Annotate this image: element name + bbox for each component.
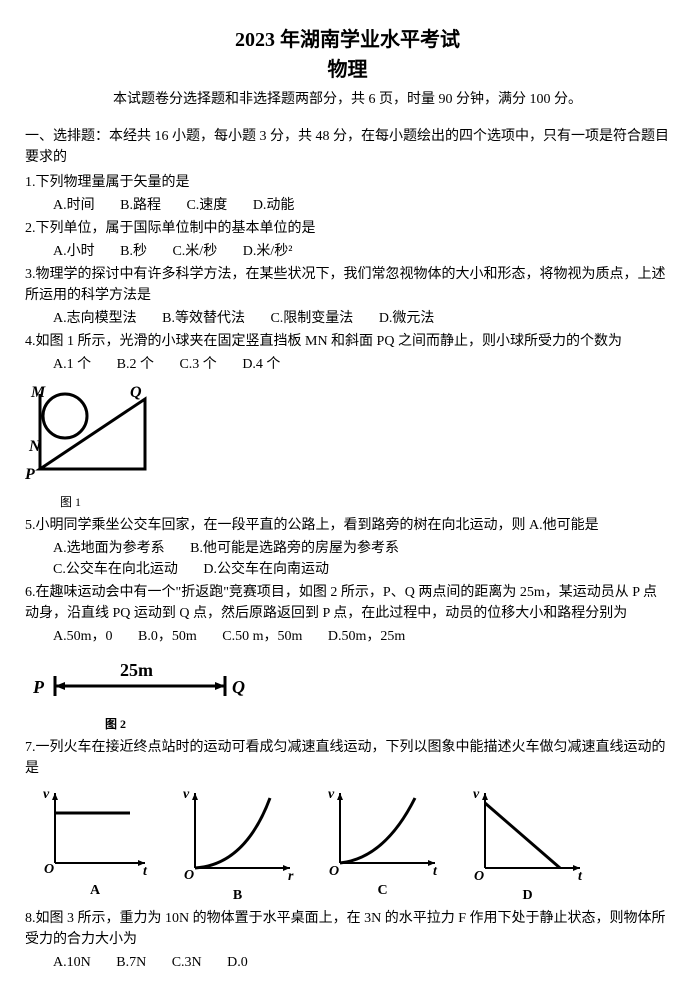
question-7: 7.一列火车在接近终点站时的运动可看成匀减速直线运动，下列以图象中能描述火车做匀… — [25, 737, 670, 779]
q3-opt-c: C.限制变量法 — [270, 308, 353, 329]
svg-text:25m: 25m — [120, 660, 153, 680]
q8-opt-a: A.10N — [53, 952, 91, 973]
q2-opt-c: C.米/秒 — [172, 241, 217, 262]
q2-opt-a: A.小时 — [53, 241, 95, 262]
svg-text:O: O — [329, 864, 339, 878]
question-1: 1.下列物理量属于矢量的是 — [25, 172, 670, 193]
figure-1: M N P Q 图 1 — [25, 379, 670, 511]
q5-opt-b: B.他可能是选路旁的房屋为参考系 — [190, 538, 399, 559]
q6-opt-d: D.50m，25m — [328, 626, 405, 647]
q1-opt-d: D.动能 — [253, 195, 295, 216]
q6-opt-c: C.50 m，50m — [222, 626, 302, 647]
q8-opt-b: B.7N — [116, 952, 146, 973]
question-4: 4.如图 1 所示，光滑的小球夹在固定竖直挡板 MN 和斜面 PQ 之间而静止，… — [25, 331, 670, 352]
svg-text:t: t — [578, 869, 583, 883]
svg-text:M: M — [30, 384, 46, 401]
q5-opt-d: D.公交车在向南运动 — [203, 559, 329, 580]
question-2: 2.下列单位，属于国际单位制中的基本单位的是 — [25, 218, 670, 239]
q1-opt-b: B.路程 — [120, 195, 161, 216]
page-subject: 物理 — [25, 55, 670, 85]
q4-opt-c: C.3 个 — [179, 354, 216, 375]
q6-opt-b: B.0，50m — [138, 626, 197, 647]
svg-text:Q: Q — [130, 384, 142, 401]
q2-opt-d: D.米/秒² — [243, 241, 293, 262]
svg-text:t: t — [143, 864, 148, 878]
graph-b-label: B — [175, 885, 300, 906]
svg-text:O: O — [184, 868, 194, 883]
graph-a-label: A — [35, 880, 155, 901]
question-3: 3.物理学的探讨中有许多科学方法，在某些状况下，我们常忽视物体的大小和形态，将物… — [25, 264, 670, 306]
svg-text:v: v — [328, 787, 335, 802]
svg-text:P: P — [25, 466, 35, 483]
q4-opt-a: A.1 个 — [53, 354, 91, 375]
figure-1-label: 图 1 — [60, 493, 670, 511]
graph-d: v O t D — [465, 783, 590, 906]
q2-opt-b: B.秒 — [120, 241, 147, 262]
q3-opt-b: B.等效替代法 — [162, 308, 245, 329]
svg-text:v: v — [473, 787, 480, 802]
q6-opt-a: A.50m，0 — [53, 626, 113, 647]
svg-text:v: v — [183, 787, 190, 802]
graph-b: v O r B — [175, 783, 300, 906]
question-2-options: A.小时 B.秒 C.米/秒 D.米/秒² — [25, 241, 670, 262]
svg-text:Q: Q — [232, 677, 245, 697]
question-4-options: A.1 个 B.2 个 C.3 个 D.4 个 — [25, 354, 670, 375]
question-6-options: A.50m，0 B.0，50m C.50 m，50m D.50m，25m — [25, 626, 670, 647]
svg-text:P: P — [32, 677, 45, 697]
question-1-options: A.时间 B.路程 C.速度 D.动能 — [25, 195, 670, 216]
figure-2-label: 图 2 — [105, 715, 670, 733]
question-3-options: A.志向模型法 B.等效替代法 C.限制变量法 D.微元法 — [25, 308, 670, 329]
graph-c: v O t C — [320, 783, 445, 906]
section-head-1: 一、选排题：本经共 16 小题，每小题 3 分，共 48 分，在每小题绘出的四个… — [25, 126, 670, 168]
exam-info: 本试题卷分选择题和非选择题两部分，共 6 页，时量 90 分钟，满分 100 分… — [25, 89, 670, 110]
svg-text:O: O — [474, 869, 484, 883]
svg-text:t: t — [433, 864, 438, 878]
figure-2: P Q 25m 图 2 — [25, 651, 670, 733]
svg-text:N: N — [28, 438, 42, 455]
svg-text:v: v — [43, 787, 50, 802]
svg-text:O: O — [44, 862, 54, 877]
q1-opt-a: A.时间 — [53, 195, 95, 216]
graph-c-label: C — [320, 880, 445, 901]
svg-text:r: r — [288, 869, 294, 883]
q3-opt-d: D.微元法 — [379, 308, 435, 329]
q5-opt-a: A.选地面为参考系 — [53, 538, 165, 559]
q4-opt-d: D.4 个 — [242, 354, 280, 375]
question-8: 8.如图 3 所示，重力为 10N 的物体置于水平桌面上，在 3N 的水平拉力 … — [25, 908, 670, 950]
q8-opt-c: C.3N — [172, 952, 202, 973]
question-5: 5.小明同学乘坐公交车回家，在一段平直的公路上，看到路旁的树在向北运动，则 A.… — [25, 515, 670, 536]
q3-opt-a: A.志向模型法 — [53, 308, 137, 329]
question-7-graphs: v O t A v O r B v O t C — [25, 783, 670, 906]
q5-opt-c: C.公交车在向北运动 — [53, 559, 178, 580]
q1-opt-c: C.速度 — [186, 195, 227, 216]
graph-d-label: D — [465, 885, 590, 906]
q4-opt-b: B.2 个 — [117, 354, 154, 375]
question-8-options: A.10N B.7N C.3N D.0 — [25, 952, 670, 973]
question-5-options: A.选地面为参考系 B.他可能是选路旁的房屋为参考系 C.公交车在向北运动 D.… — [25, 538, 670, 580]
q8-opt-d: D.0 — [227, 952, 248, 973]
graph-a: v O t A — [35, 783, 155, 906]
page-title: 2023 年湖南学业水平考试 — [25, 25, 670, 55]
question-6: 6.在趣味运动会中有一个"折返跑"竞赛项目，如图 2 所示，P、Q 两点间的距离… — [25, 582, 670, 624]
